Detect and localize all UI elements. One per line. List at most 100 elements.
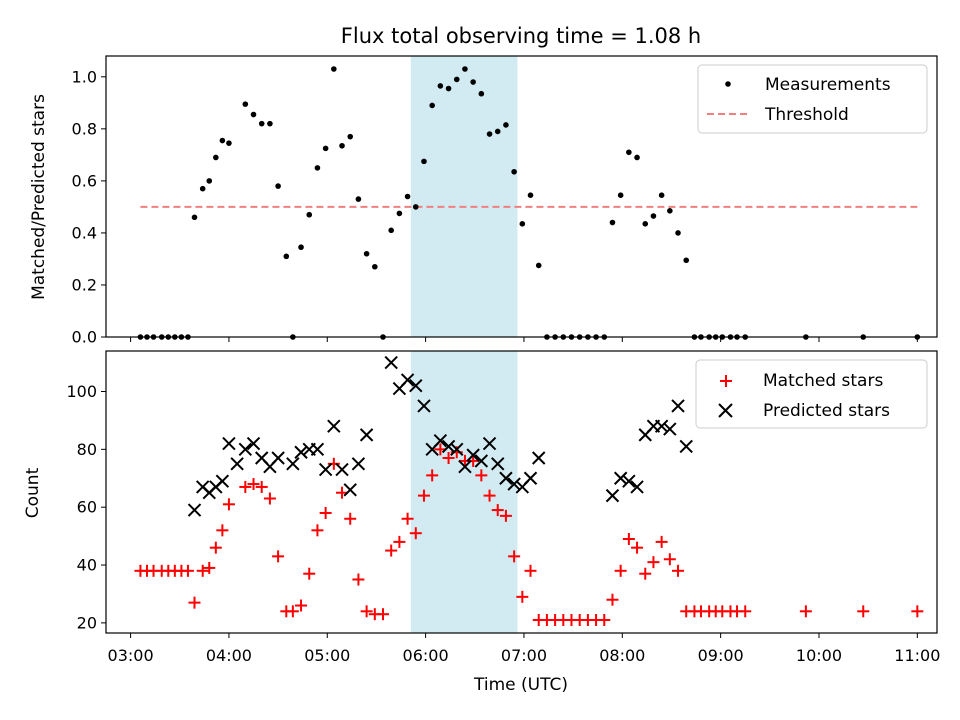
measurement-point: [331, 66, 337, 72]
x-tick-label: 04:00: [206, 646, 252, 665]
predicted-star-point: [613, 471, 628, 485]
measurement-point: [445, 85, 452, 92]
x-axis-label: Time (UTC): [473, 675, 568, 695]
count-panel-frame: [105, 350, 938, 634]
matched-star-point: [631, 541, 644, 554]
predicted-star-point: [671, 399, 685, 413]
y-tick-label: 40: [77, 556, 97, 575]
x-tick-label: 11:00: [894, 646, 940, 665]
matched-star-point: [247, 478, 260, 491]
ratio-panel: 0.0 0.2 0.4 0.6 0.8 1.0 Matched/Predicted sta…: [29, 55, 938, 347]
measurement-point: [453, 76, 460, 83]
predicted-star-point: [409, 379, 423, 393]
measurement-point: [683, 257, 690, 264]
measurement-point: [511, 168, 517, 175]
measurement-point: [437, 83, 444, 89]
predicted-star-point: [384, 355, 398, 370]
predicted-star-point: [246, 436, 261, 451]
matched-star-point: [524, 564, 537, 577]
predicted-star-point: [630, 480, 644, 494]
matched-star-point: [483, 489, 496, 502]
threshold-legend-label: Threshold: [764, 105, 849, 125]
y-tick-label: 0.0: [72, 328, 97, 347]
x-tick-label: 05:00: [304, 646, 350, 665]
matched-star-point: [203, 561, 216, 574]
predicted-star-point: [474, 454, 489, 468]
matched-star-point: [799, 605, 812, 618]
count-legend: Matched stars Predicted stars: [695, 359, 928, 429]
predicted-star-point: [507, 477, 521, 491]
predicted-star-point: [605, 488, 620, 503]
matched-star-point: [614, 564, 627, 577]
predicted-star-point: [318, 462, 333, 477]
matched-star-point: [622, 533, 635, 545]
matched-star-point: [606, 593, 619, 606]
measurement-point: [388, 227, 394, 234]
measurement-point: [283, 253, 290, 260]
measurement-point: [486, 131, 493, 137]
observing-window-shade-bottom: [410, 351, 518, 633]
measurement-point: [355, 196, 362, 202]
measurement-point: [314, 165, 321, 171]
matched-star-point: [639, 567, 652, 580]
measurement-point: [250, 111, 257, 118]
count-y-axis-label: Count: [23, 467, 43, 518]
predicted-star-point: [400, 373, 415, 387]
matched-star-point: [491, 504, 504, 517]
ratio-y-axis-label: Matched/Predicted stars: [29, 94, 49, 300]
predicted-star-point: [450, 442, 464, 457]
y-tick-label: 60: [77, 498, 97, 517]
count-y-ticks: 20 40 60 80 100: [66, 382, 106, 632]
measurements-legend-label: Measurements: [765, 75, 891, 95]
matched-star-point: [499, 509, 512, 522]
matched-star-point: [417, 489, 430, 502]
matched-star-point: [352, 573, 365, 586]
predicted-star-point: [335, 462, 349, 477]
matched-star-point: [467, 454, 480, 467]
matched-star-point: [857, 605, 870, 618]
x-tick-label: 10:00: [796, 646, 842, 665]
matched-star-point: [303, 567, 316, 580]
matched-star-point: [222, 498, 235, 511]
x-tick-label: 09:00: [698, 646, 744, 665]
matched-star-point: [655, 535, 668, 548]
matched-star-point: [377, 608, 389, 621]
predicted-star-point: [215, 474, 230, 488]
ratio-y-ticks: 0.0 0.2 0.4 0.6 0.8 1.0: [72, 67, 106, 347]
predicted-star-point: [532, 451, 546, 465]
measurement-point: [642, 221, 649, 227]
measurement-point: [421, 158, 427, 165]
measurement-point: [429, 102, 435, 109]
measurement-point: [626, 149, 632, 156]
matched-star-point: [216, 524, 229, 537]
observing-window-shade: [410, 56, 518, 337]
predicted-star-point: [433, 433, 448, 448]
matched-star-point: [255, 480, 268, 493]
measurement-point: [298, 244, 304, 251]
predicted-star-point: [187, 503, 202, 517]
measurement-point: [322, 145, 329, 152]
measurement-point: [199, 185, 206, 192]
matched-star-point: [319, 506, 332, 519]
y-tick-label: 100: [66, 382, 97, 401]
matched-star-point: [209, 541, 222, 554]
predicted-star-point: [622, 474, 636, 488]
predicted-star-point: [441, 439, 456, 454]
matched-star-point: [393, 535, 406, 548]
predicted-legend-label: Predicted stars: [763, 401, 890, 421]
measurement-point: [658, 192, 665, 198]
measurement-point: [306, 211, 313, 218]
matched-star-point: [385, 544, 398, 557]
predicted-star-point: [230, 457, 244, 471]
measurement-point: [372, 263, 378, 270]
matched-star-point: [360, 605, 373, 618]
predicted-star-point: [294, 445, 308, 459]
ratio-legend: Measurements Threshold: [697, 64, 928, 134]
matched-star-point: [739, 605, 752, 618]
chart-title: Flux total observing time = 1.08 h: [341, 24, 701, 48]
count-legend-box: [695, 359, 928, 429]
measurement-point: [404, 193, 411, 200]
measurement-point: [462, 66, 468, 72]
predicted-star-point: [491, 457, 505, 471]
